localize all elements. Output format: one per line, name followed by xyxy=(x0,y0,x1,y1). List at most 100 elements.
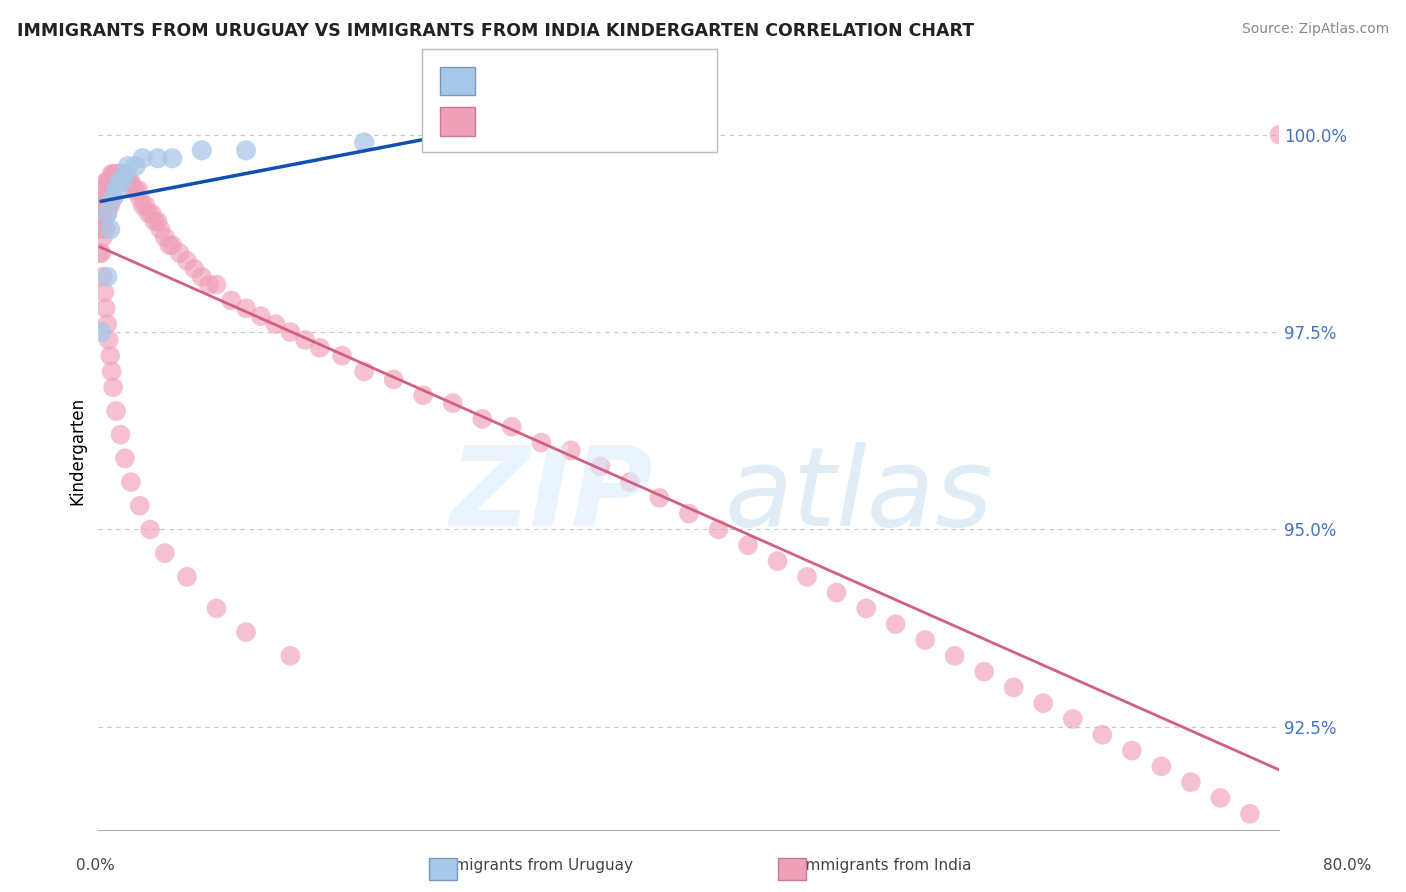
Point xyxy=(93,285,115,300)
Point xyxy=(105,404,128,418)
Point xyxy=(104,175,127,189)
Point xyxy=(112,167,135,181)
Point xyxy=(205,277,228,292)
Point xyxy=(796,570,818,584)
Point xyxy=(560,443,582,458)
Point xyxy=(855,601,877,615)
Point xyxy=(89,246,111,260)
Text: 0.0%: 0.0% xyxy=(76,858,115,872)
Point xyxy=(235,301,257,316)
Point xyxy=(139,523,162,537)
Point xyxy=(93,214,115,228)
Point xyxy=(100,183,122,197)
Point xyxy=(280,648,302,663)
Y-axis label: Kindergarten: Kindergarten xyxy=(69,396,87,505)
Point xyxy=(294,333,316,347)
Point xyxy=(280,325,302,339)
Point xyxy=(162,151,183,165)
Point xyxy=(264,317,287,331)
Point xyxy=(914,633,936,648)
Point xyxy=(605,128,627,142)
Point xyxy=(648,491,671,505)
Point xyxy=(250,309,273,323)
Point xyxy=(138,206,160,220)
Point xyxy=(103,380,125,394)
Point xyxy=(707,523,730,537)
Point xyxy=(124,183,146,197)
Point xyxy=(135,199,157,213)
Point xyxy=(98,222,121,236)
Point xyxy=(96,269,118,284)
Point xyxy=(117,175,139,189)
Point xyxy=(1180,775,1202,789)
Point xyxy=(108,175,131,189)
Point xyxy=(176,254,198,268)
Point xyxy=(98,349,121,363)
Point xyxy=(94,199,117,213)
Point xyxy=(93,183,115,197)
Text: atlas: atlas xyxy=(724,442,993,549)
Point xyxy=(118,175,141,189)
Point xyxy=(104,167,127,181)
Point xyxy=(1091,728,1114,742)
Point xyxy=(143,214,166,228)
Point xyxy=(157,238,180,252)
Point xyxy=(97,333,120,347)
Point xyxy=(107,167,129,181)
Point xyxy=(103,191,125,205)
Point xyxy=(1268,128,1291,142)
Point xyxy=(132,151,155,165)
Point xyxy=(90,206,112,220)
Point xyxy=(678,507,700,521)
Point xyxy=(221,293,243,308)
Point xyxy=(114,451,136,466)
Point xyxy=(128,499,150,513)
Point xyxy=(183,261,205,276)
Point xyxy=(103,175,125,189)
Point xyxy=(94,301,117,316)
Point xyxy=(132,199,155,213)
Point xyxy=(149,222,172,236)
Point xyxy=(96,206,118,220)
Point xyxy=(973,665,995,679)
Point xyxy=(96,317,118,331)
Point xyxy=(330,349,353,363)
Point xyxy=(105,183,128,197)
Text: R =  0.561   N =   18: R = 0.561 N = 18 xyxy=(485,72,695,90)
Point xyxy=(89,206,111,220)
Point xyxy=(441,396,464,410)
Point xyxy=(96,206,118,220)
Point xyxy=(1121,743,1143,757)
Point xyxy=(110,427,132,442)
Point xyxy=(114,175,136,189)
Point xyxy=(93,199,115,213)
Point xyxy=(124,159,146,173)
Point xyxy=(1062,712,1084,726)
Point xyxy=(89,222,111,236)
Point xyxy=(94,222,117,236)
Point xyxy=(191,144,214,158)
Point xyxy=(235,625,257,640)
Point xyxy=(235,144,257,158)
Point xyxy=(111,175,134,189)
Point xyxy=(884,617,907,632)
Point xyxy=(111,167,134,181)
Point xyxy=(589,459,612,474)
Point xyxy=(205,601,228,615)
Point xyxy=(1002,681,1025,695)
Text: Immigrants from Uruguay: Immigrants from Uruguay xyxy=(436,858,633,872)
Text: ZIP: ZIP xyxy=(450,442,654,549)
Point xyxy=(153,546,176,560)
Point xyxy=(825,585,848,599)
Point xyxy=(100,167,122,181)
Point xyxy=(91,214,114,228)
Point xyxy=(127,183,149,197)
Point xyxy=(191,269,214,284)
Point xyxy=(97,199,120,213)
Point xyxy=(169,246,191,260)
Point xyxy=(471,412,494,426)
Point xyxy=(91,269,114,284)
Point xyxy=(90,325,112,339)
Point xyxy=(120,175,142,189)
Point xyxy=(103,167,125,181)
